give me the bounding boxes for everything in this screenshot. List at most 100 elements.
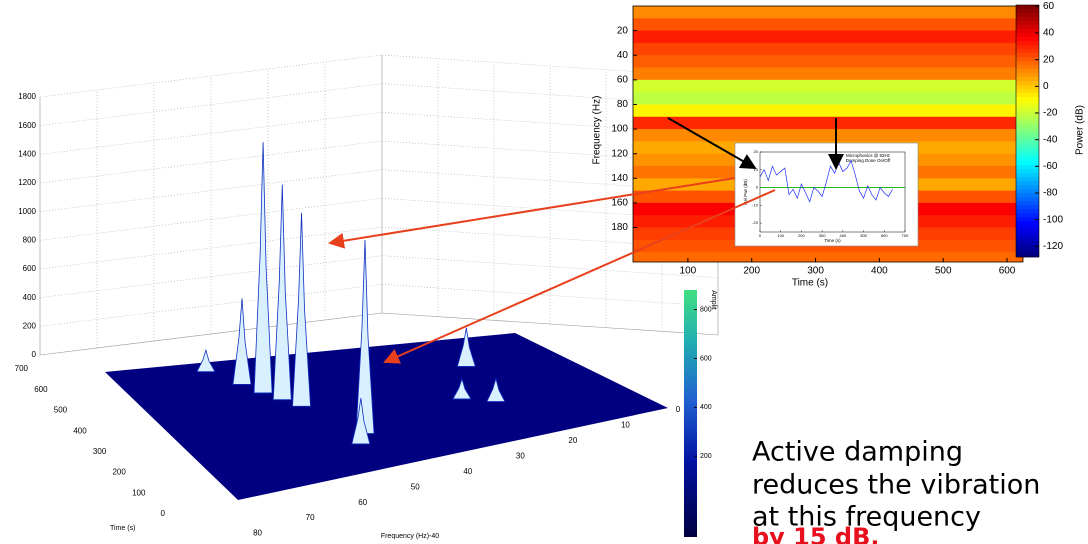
colorbar-frame [1015, 4, 1040, 258]
grid-line [381, 198, 719, 221]
data-line [759, 160, 893, 203]
colorbar-cell [1016, 89, 1039, 94]
y-tick-label: 80 [617, 99, 629, 110]
grid-line [39, 140, 383, 184]
colorbar-cell [1016, 137, 1039, 142]
colorbar-cell [1016, 57, 1039, 62]
grid-line [39, 54, 383, 98]
grid-line [39, 83, 383, 126]
peak [486, 377, 506, 402]
colorbar-tick-label: -20 [1043, 108, 1058, 119]
colorbar-cell [1016, 65, 1039, 70]
grid-line [39, 198, 383, 241]
colorbar-tick-label: 400 [700, 404, 712, 411]
colorbar-cell [1016, 217, 1039, 222]
colorbar-tick-label: 200 [700, 453, 712, 460]
colorbar-cell [1016, 173, 1039, 178]
colorbar-cell [1016, 49, 1039, 54]
y-axis-label: Rel Pwr (dB) [743, 179, 748, 205]
cell [633, 55, 1023, 69]
colorbar-cell [1016, 141, 1039, 146]
x-tick-label: 100 [680, 266, 697, 277]
grid-line [381, 255, 719, 278]
y-tick-label: 120 [611, 148, 628, 159]
colorbar-tick-label: 0 [1043, 81, 1049, 92]
z-tick-label: 200 [23, 321, 37, 330]
z-tick-label: 800 [23, 235, 37, 244]
note-line: at this frequency [752, 502, 981, 533]
peak [456, 327, 476, 367]
colorbar-label: Power (dB) [1075, 105, 1086, 155]
colorbar-tick-label: 800 [700, 306, 712, 313]
cell [633, 104, 1023, 118]
colorbar-cell [1016, 213, 1039, 218]
colorbar-cell [1016, 33, 1039, 38]
colorbar-cell [1016, 25, 1039, 30]
y-tick-label: 0 [161, 509, 166, 518]
colorbar-tick-label: 60 [1043, 1, 1055, 12]
y-tick-label: 160 [611, 198, 628, 209]
x-tick-label: 50 [411, 482, 420, 491]
z-tick-label: 1200 [18, 178, 36, 187]
peak [272, 184, 292, 401]
colorbar-cell [1016, 121, 1039, 126]
grid-line [381, 83, 719, 106]
peak [351, 397, 371, 445]
colorbar-tick-label: 600 [700, 355, 712, 362]
y-tick-label: 300 [93, 447, 107, 456]
grid-line [381, 312, 719, 336]
grid-line [381, 226, 719, 250]
cell [633, 30, 1023, 44]
x-tick-label: 60 [358, 498, 367, 507]
colorbar-cell [1016, 105, 1039, 110]
colorbar-label: Amplit [710, 290, 717, 310]
colorbar-cell [1016, 229, 1039, 234]
z-tick-label: 1000 [18, 207, 36, 216]
y-tick-label: 100 [611, 124, 628, 135]
colorbar-cell [1016, 97, 1039, 102]
y-tick-label: 600 [34, 385, 48, 394]
colorbar-tick-label: -120 [1043, 241, 1063, 252]
x-tick-label: 200 [798, 233, 805, 238]
colorbar-cell [1016, 53, 1039, 58]
colorbar-cell [1016, 181, 1039, 186]
plot-frame [759, 151, 906, 233]
x-tick-label: 80 [253, 529, 262, 538]
z-tick-label: 1800 [18, 92, 36, 101]
colorbar-cell [1016, 117, 1039, 122]
y-axis-label: Frequency (Hz) [592, 96, 603, 165]
grid-line [39, 226, 383, 270]
colorbar-cell [1016, 221, 1039, 226]
x-tick-label: 500 [935, 266, 952, 277]
colorbar-cell [1016, 29, 1039, 34]
colorbar-cell [1016, 113, 1039, 118]
colorbar-cell [1016, 205, 1039, 210]
title: Microphonics @ 92Hz [846, 153, 891, 158]
colorbar-cell [1016, 233, 1039, 238]
cell [633, 92, 1023, 105]
peak [253, 142, 273, 394]
colorbar-cell [1016, 209, 1039, 214]
subtitle: Damping Done On/Off [846, 158, 891, 163]
colorbar-cell [1016, 69, 1039, 74]
colorbar [684, 290, 697, 537]
y-tick-label: 20 [754, 149, 759, 154]
colorbar-cell [1016, 237, 1039, 242]
colorbar-tick-label: 20 [1043, 54, 1055, 65]
colorbar-cell [1016, 253, 1039, 258]
x-tick-label: 400 [840, 233, 847, 238]
z-tick-label: 1400 [18, 149, 36, 158]
grid-line [39, 169, 383, 212]
y-tick-label: 10 [754, 167, 759, 172]
cell [633, 6, 1023, 19]
grid-line [381, 284, 719, 307]
x-tick-label: 600 [881, 233, 888, 238]
colorbar-cell [1016, 125, 1039, 130]
note-line: reduces the vibration [752, 470, 1040, 501]
z-tick-label: 600 [23, 264, 37, 273]
x-tick-label: 200 [743, 266, 760, 277]
colorbar-cell [1016, 189, 1039, 194]
colorbar-cell [1016, 153, 1039, 158]
colorbar-cell [1016, 13, 1039, 18]
